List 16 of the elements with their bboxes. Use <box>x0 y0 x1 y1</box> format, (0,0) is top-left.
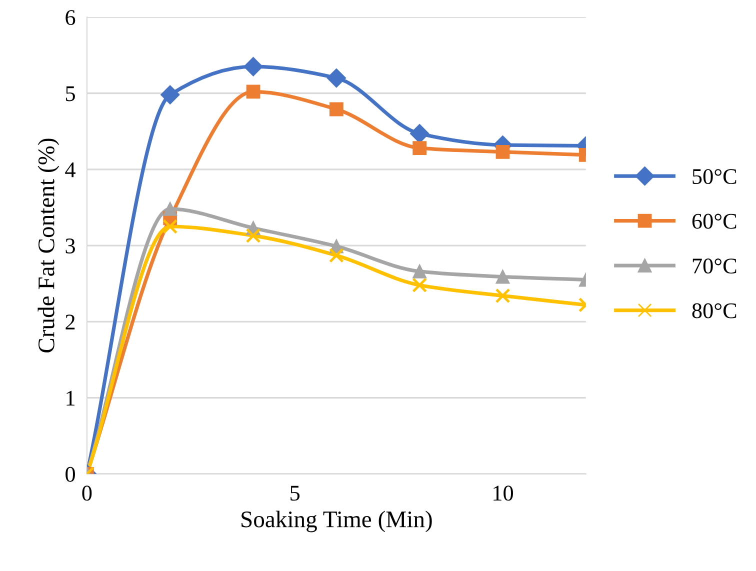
y-axis-title: Crude Fat Content (%) <box>38 138 60 352</box>
x-axis-title: Soaking Time (Min) <box>242 510 432 532</box>
y-tick-label: 4 <box>65 162 76 178</box>
y-tick-label: 0 <box>66 466 75 482</box>
x-tick-label: 5 <box>290 486 300 501</box>
y-tick-label: 5 <box>66 86 75 102</box>
legend-label: 60°C <box>692 214 736 229</box>
y-tick-label: 3 <box>66 238 75 254</box>
x-tick-label: 0 <box>82 486 92 501</box>
x-tick-label: 10 <box>494 486 514 501</box>
legend-label: 70°C <box>692 258 736 274</box>
y-tick-label: 1 <box>66 390 74 406</box>
legend-label: 80°C <box>692 303 736 318</box>
y-tick-label: 2 <box>66 314 75 330</box>
legend-label: 50°C <box>692 169 736 184</box>
y-tick-label: 6 <box>66 10 76 26</box>
